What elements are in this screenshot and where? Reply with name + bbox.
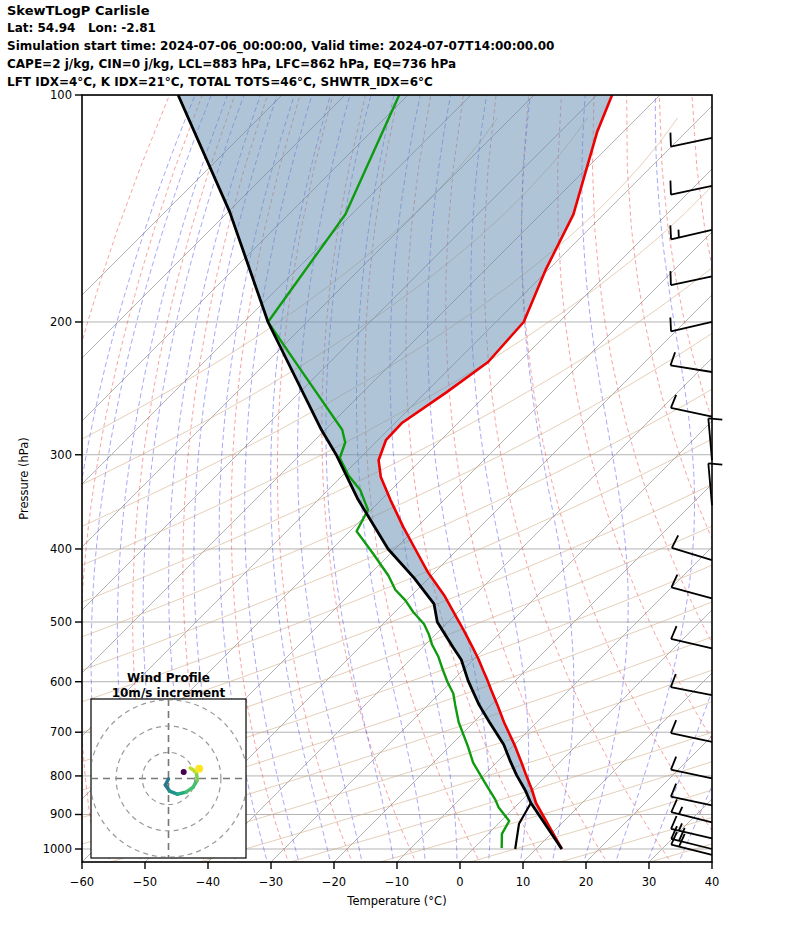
inset-title: Wind Profile: [127, 671, 210, 685]
svg-text:900: 900: [50, 807, 72, 821]
svg-text:−30: −30: [259, 875, 283, 889]
skewt-plot: 1002003004005006007008009001000−60−50−40…: [0, 0, 794, 937]
svg-text:−50: −50: [133, 875, 157, 889]
y-axis-label: Pressure (hPa): [17, 437, 31, 520]
svg-text:−10: −10: [385, 875, 409, 889]
svg-text:700: 700: [50, 725, 72, 739]
svg-text:100: 100: [50, 88, 72, 102]
svg-text:800: 800: [50, 769, 72, 783]
svg-text:0: 0: [456, 875, 463, 889]
svg-text:300: 300: [50, 448, 72, 462]
svg-text:30: 30: [642, 875, 657, 889]
svg-text:500: 500: [50, 615, 72, 629]
svg-text:−20: −20: [322, 875, 346, 889]
svg-text:10: 10: [516, 875, 531, 889]
svg-text:600: 600: [50, 675, 72, 689]
wind-barbs: [670, 133, 722, 855]
hodograph-inset: Wind Profile10m/s increment: [90, 671, 247, 858]
svg-text:200: 200: [50, 315, 72, 329]
inset-subtitle: 10m/s increment: [112, 686, 226, 700]
svg-text:1000: 1000: [43, 842, 72, 856]
skewt-app: SkewTLogP Carlisle Lat: 54.94 Lon: -2.81…: [0, 0, 794, 937]
svg-text:−40: −40: [196, 875, 220, 889]
svg-text:40: 40: [705, 875, 720, 889]
svg-text:400: 400: [50, 542, 72, 556]
svg-text:20: 20: [579, 875, 594, 889]
svg-text:−60: −60: [70, 875, 94, 889]
x-axis-label: Temperature (°C): [346, 894, 446, 908]
